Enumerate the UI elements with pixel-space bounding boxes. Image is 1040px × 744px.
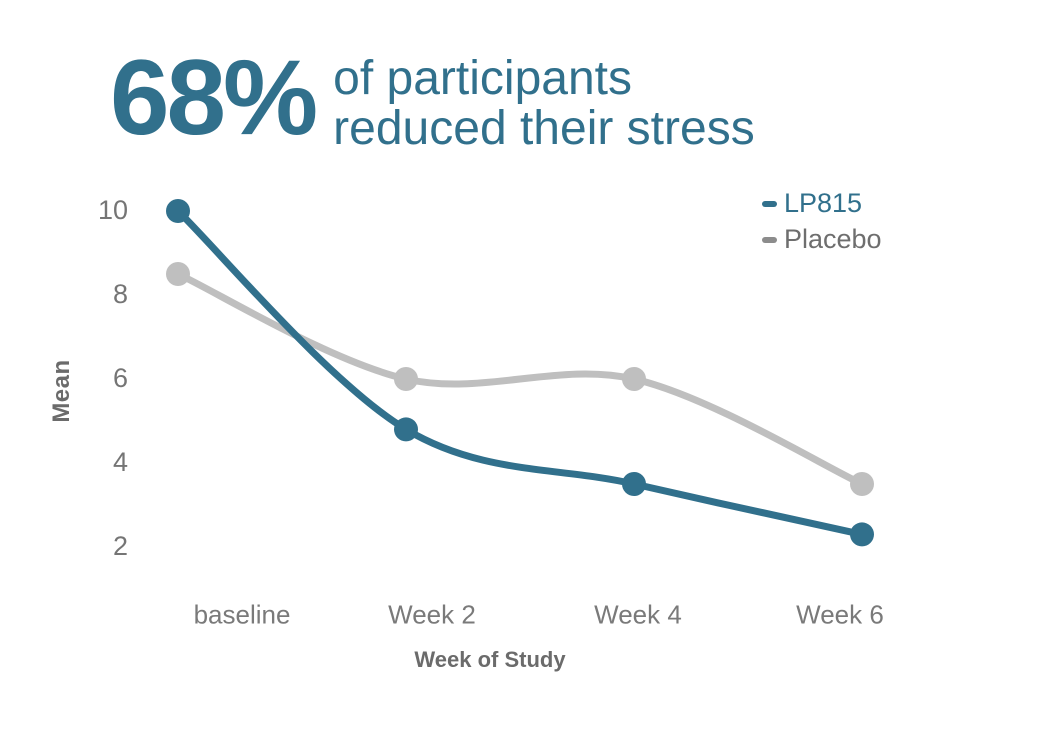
legend-item-lp815: LP815 [762, 188, 882, 219]
line-lp815 [174, 207, 866, 538]
x-label-week2: Week 2 [388, 599, 476, 630]
y-tick-8: 8 [112, 278, 128, 309]
headline-stat: 68% [110, 37, 318, 157]
point-lp815 [394, 417, 418, 442]
y-axis-title: Mean [48, 359, 75, 423]
point-placebo [394, 367, 418, 391]
legend-label-placebo: Placebo [784, 224, 882, 255]
headline-line2: reduced their stress [333, 102, 755, 156]
headline-line1: of participants [333, 52, 632, 105]
point-lp815 [622, 472, 646, 496]
y-tick-6: 6 [112, 362, 128, 393]
headline-text: of participants reduced their stress [333, 52, 755, 156]
x-axis-title: Week of Study [414, 647, 566, 672]
lp815-swatch-icon [762, 200, 777, 207]
point-lp815 [850, 522, 874, 547]
point-placebo [850, 472, 874, 496]
point-lp815 [166, 199, 190, 223]
y-tick-4: 4 [112, 446, 128, 477]
legend-item-placebo: Placebo [762, 224, 882, 255]
placebo-swatch-icon [762, 236, 777, 243]
point-placebo [166, 262, 190, 286]
y-tick-2: 2 [112, 530, 128, 561]
x-label-baseline: baseline [193, 599, 291, 630]
y-tick-10: 10 [97, 194, 128, 225]
line-placebo [174, 270, 866, 488]
x-label-week4: Week 4 [594, 599, 682, 630]
point-placebo [622, 367, 646, 391]
x-label-week6: Week 6 [796, 599, 884, 630]
headline: 68% of participants reduced their stress [110, 44, 755, 155]
legend-label-lp815: LP815 [784, 188, 863, 218]
legend: LP815 Placebo [762, 188, 882, 255]
